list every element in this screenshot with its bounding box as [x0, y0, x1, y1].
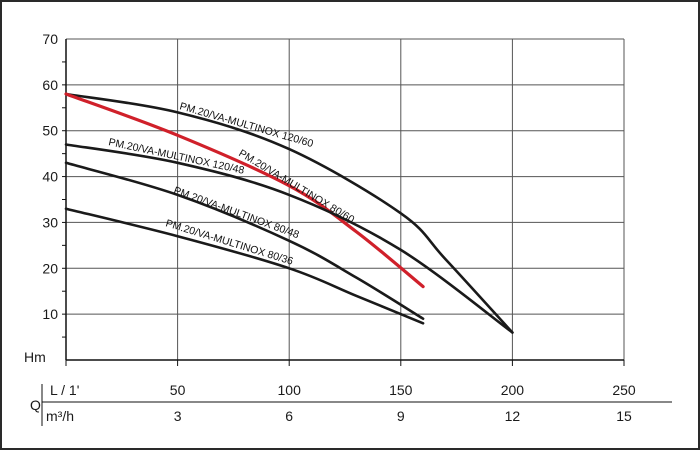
y-tick-label: 70 — [42, 31, 58, 47]
y-tick-label: 20 — [42, 260, 58, 276]
y-tick-label: 50 — [42, 123, 58, 139]
x-tick-label-lpm: 200 — [501, 382, 525, 398]
x-tick-label-lpm: 100 — [278, 382, 302, 398]
x-tick-label-m3h: 12 — [505, 408, 521, 424]
curve-5 — [64, 207, 425, 325]
y-tick-label: 60 — [42, 77, 58, 93]
y-tick-label: 30 — [42, 214, 58, 230]
x-tick-label-m3h: 9 — [397, 408, 405, 424]
x-tick-label-lpm: 50 — [170, 382, 186, 398]
x-tick-label-lpm: 250 — [612, 382, 636, 398]
x-axis-unit-m3h: m³/h — [46, 408, 74, 424]
x-tick-label-m3h: 3 — [174, 408, 182, 424]
curve-4 — [64, 161, 425, 320]
curve-2 — [64, 92, 425, 289]
x-tick-label-m3h: 15 — [616, 408, 632, 424]
curve-3 — [64, 143, 514, 334]
x-tick-label-lpm: 150 — [389, 382, 413, 398]
x-tick-label-m3h: 6 — [285, 408, 293, 424]
x-axis-unit-lpm: L / 1' — [50, 382, 79, 398]
y-axis-label: Hm — [24, 349, 46, 365]
y-tick-label: 40 — [42, 169, 58, 185]
curve-1 — [64, 92, 514, 334]
flow-axis-label: Q — [30, 397, 41, 413]
y-tick-label: 10 — [42, 306, 58, 322]
